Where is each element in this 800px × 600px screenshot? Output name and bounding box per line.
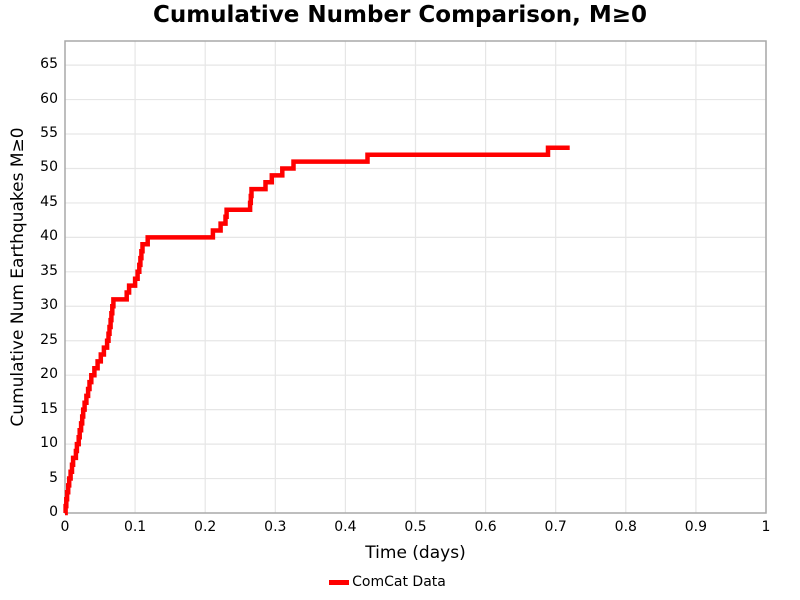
y-tick-label-15: 15: [40, 400, 58, 417]
y-tick-label-30: 30: [40, 297, 58, 314]
x-tick-label-0.5: 0.5: [404, 519, 427, 535]
x-tick-label-0.2: 0.2: [194, 519, 217, 535]
x-tick-label-0.3: 0.3: [264, 519, 287, 535]
y-tick-label-10: 10: [40, 435, 58, 452]
legend-label: ComCat Data: [352, 574, 446, 590]
y-tick-label-40: 40: [40, 228, 58, 245]
data-line-comcat-data: [63, 145, 570, 516]
x-tick-label-0.6: 0.6: [474, 519, 497, 535]
chart-title: Cumulative Number Comparison, M≥0: [152, 2, 648, 28]
legend-line-marker: [329, 579, 350, 585]
y-tick-label-25: 25: [40, 331, 58, 348]
x-tick-label-0.4: 0.4: [334, 519, 357, 535]
y-tick-label-65: 65: [40, 56, 58, 73]
x-tick-label-0.9: 0.9: [684, 519, 708, 535]
y-tick-label-5: 5: [49, 469, 58, 486]
y-axis-label: Cumulative Num Earthquakes M≥0: [8, 127, 28, 427]
y-tick-label-35: 35: [40, 262, 58, 279]
y-tick-label-50: 50: [40, 159, 58, 176]
x-axis-label: Time (days): [365, 543, 466, 563]
legend: ComCat Data: [0, 571, 775, 593]
y-tick-label-20: 20: [40, 366, 58, 383]
y-tick-label-0: 0: [49, 504, 58, 520]
x-tick-label-0.1: 0.1: [123, 519, 147, 535]
y-tick-label-55: 55: [40, 125, 58, 142]
x-tick-label-0.8: 0.8: [614, 519, 637, 535]
x-tick-label-0: 0: [60, 519, 70, 535]
y-tick-label-45: 45: [40, 193, 58, 210]
x-tick-label-0.7: 0.7: [544, 519, 567, 535]
y-tick-label-60: 60: [40, 90, 58, 107]
x-tick-label-1: 1: [761, 519, 771, 535]
plot-border: [64, 40, 767, 514]
